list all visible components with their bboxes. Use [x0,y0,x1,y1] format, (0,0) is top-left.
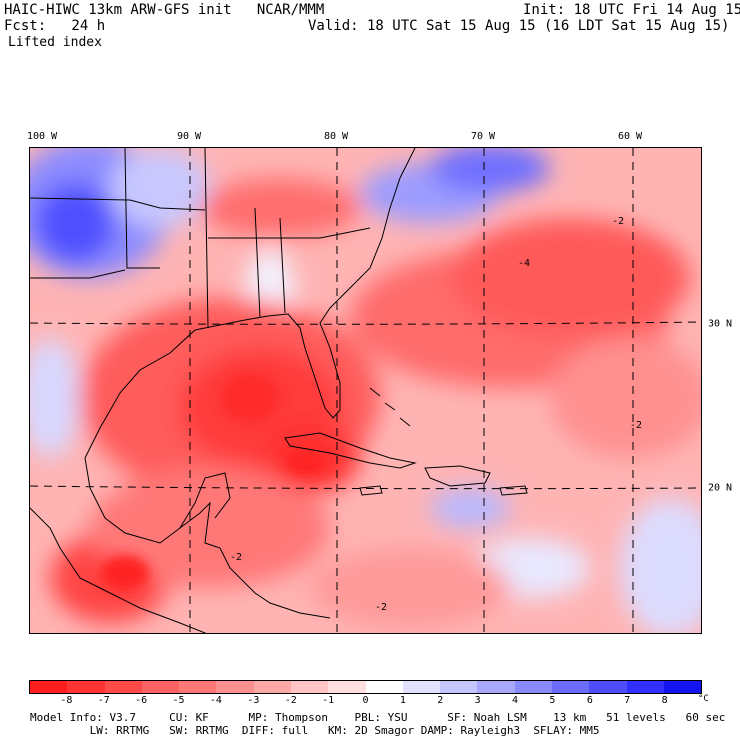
colorbar-swatch [253,681,291,693]
model-title: HAIC-HIWC 13km ARW-GFS init NCAR/MMM [4,2,325,18]
colorbar-tick-label: 1 [399,695,406,706]
lon-label-100w: 100 W [26,131,58,142]
lon-label-80w: 80 W [323,131,349,142]
colorbar-swatch [290,681,329,693]
init-time: Init: 18 UTC Fri 14 Aug 15 [523,2,740,18]
colorbar-swatch [626,681,664,693]
colorbar-tick-label: -3 [247,695,260,706]
colorbar-tick-label: -2 [284,695,297,706]
index-field [30,148,701,633]
colorbar-swatch [141,681,180,693]
colorbar-swatch [179,681,217,693]
lat-label-20n: 20 N [708,482,733,494]
colorbar-swatch [67,681,105,693]
lon-label-90w: 90 W [176,131,202,142]
colorbar-tick-label: -7 [97,695,110,706]
colorbar-tick-label: 5 [549,695,556,706]
colorbar-swatch [30,681,68,693]
contour-label: -2 [375,602,387,613]
colorbar-swatch [104,681,142,693]
colorbar-tick-label: 0 [362,695,369,706]
colorbar-tick-label: 8 [661,695,668,706]
colorbar-swatch [365,681,403,693]
colorbar-tick-label: 3 [474,695,481,706]
colorbar-tick-label: 2 [437,695,444,706]
colorbar-swatch [328,681,366,693]
colorbar-swatch [440,681,478,693]
lifted-index-map: -2 -4 -2 -2 -2 [29,147,702,634]
lon-label-60w: 60 W [617,131,643,142]
colorbar-tick-label: -5 [172,695,185,706]
forecast-hour: Fcst: 24 h [4,18,106,34]
model-info-line-2: LW: RRTMG SW: RRTMG DIFF: full KM: 2D Sm… [30,724,600,737]
graticule [30,148,701,633]
colorbar-swatch [402,681,441,693]
lat-label-30n: 30 N [708,318,733,330]
colorbar-swatch [663,681,702,693]
colorbar-tick-label: -4 [209,695,222,706]
valid-time: Valid: 18 UTC Sat 15 Aug 15 (16 LDT Sat … [308,18,730,34]
colorbar-tick-label: -6 [135,695,148,706]
colorbar-tick-label: 7 [624,695,631,706]
colorbar-unit: °C [698,694,709,704]
colorbar-tick-label: -8 [60,695,73,706]
colorbar-tick-label: 4 [512,695,519,706]
field-name: Lifted index [8,35,102,50]
colorbar-tick-label: -1 [322,695,335,706]
lon-label-70w: 70 W [470,131,496,142]
colorbar [29,680,702,694]
colorbar-swatch [589,681,627,693]
contour-label: -2 [230,552,242,563]
contour-label: -2 [612,216,624,227]
model-info-line-1: Model Info: V3.7 CU: KF MP: Thompson PBL… [30,711,726,724]
colorbar-swatch [477,681,515,693]
contour-label: -2 [630,420,642,431]
colorbar-tick-label: 6 [586,695,593,706]
coastlines [30,148,528,633]
map-canvas: -2 -4 -2 -2 -2 [30,148,701,633]
colorbar-swatch [551,681,590,693]
colorbar-swatch [514,681,552,693]
colorbar-swatch [216,681,254,693]
contour-label: -4 [518,258,530,269]
